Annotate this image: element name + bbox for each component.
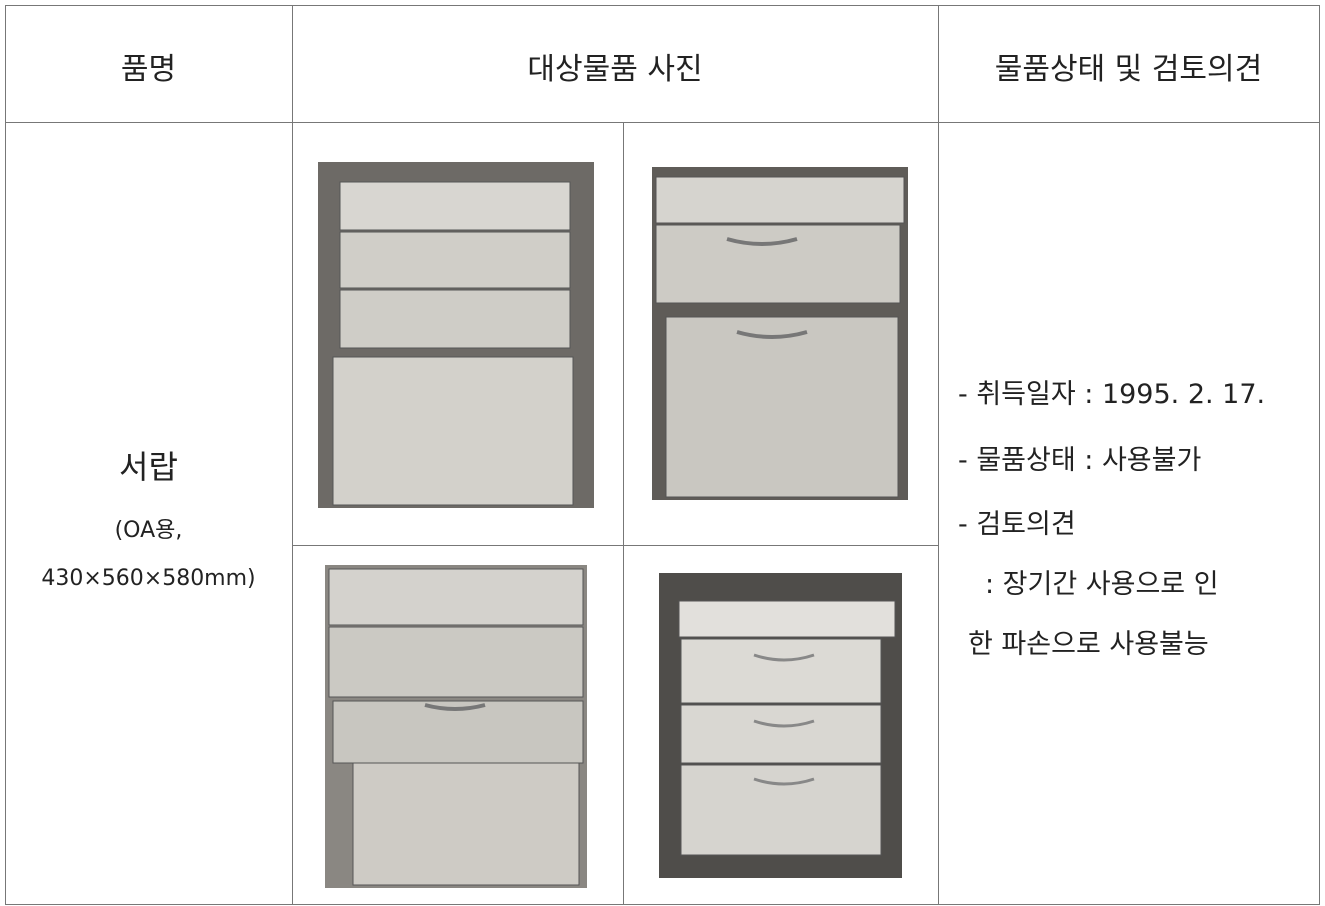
border	[938, 5, 939, 905]
item-spec: (OA용,	[114, 518, 183, 543]
note: - 물품상태 : 사용불가	[958, 445, 1202, 476]
border	[292, 545, 938, 546]
note: - 취득일자 : 1995. 2. 17.	[958, 379, 1266, 410]
item-spec: 430×560×580mm)	[41, 566, 256, 591]
photo	[325, 565, 587, 888]
photo	[318, 162, 594, 508]
item-name: 서랍	[119, 448, 178, 486]
note: - 검토의견	[958, 509, 1076, 540]
border	[623, 122, 624, 905]
header-cell: 대상물품 사진	[527, 52, 703, 87]
header-cell: 물품상태 및 검토의견	[994, 52, 1263, 87]
header-cell: 품명	[120, 52, 177, 87]
border	[292, 5, 293, 905]
note: 한 파손으로 사용불능	[968, 629, 1209, 660]
border	[5, 5, 6, 905]
border	[5, 904, 1320, 905]
border	[5, 122, 1320, 123]
photo	[659, 573, 902, 878]
border	[5, 5, 1320, 6]
note: : 장기간 사용으로 인	[985, 569, 1219, 600]
border	[1319, 5, 1320, 905]
photo	[652, 167, 908, 500]
